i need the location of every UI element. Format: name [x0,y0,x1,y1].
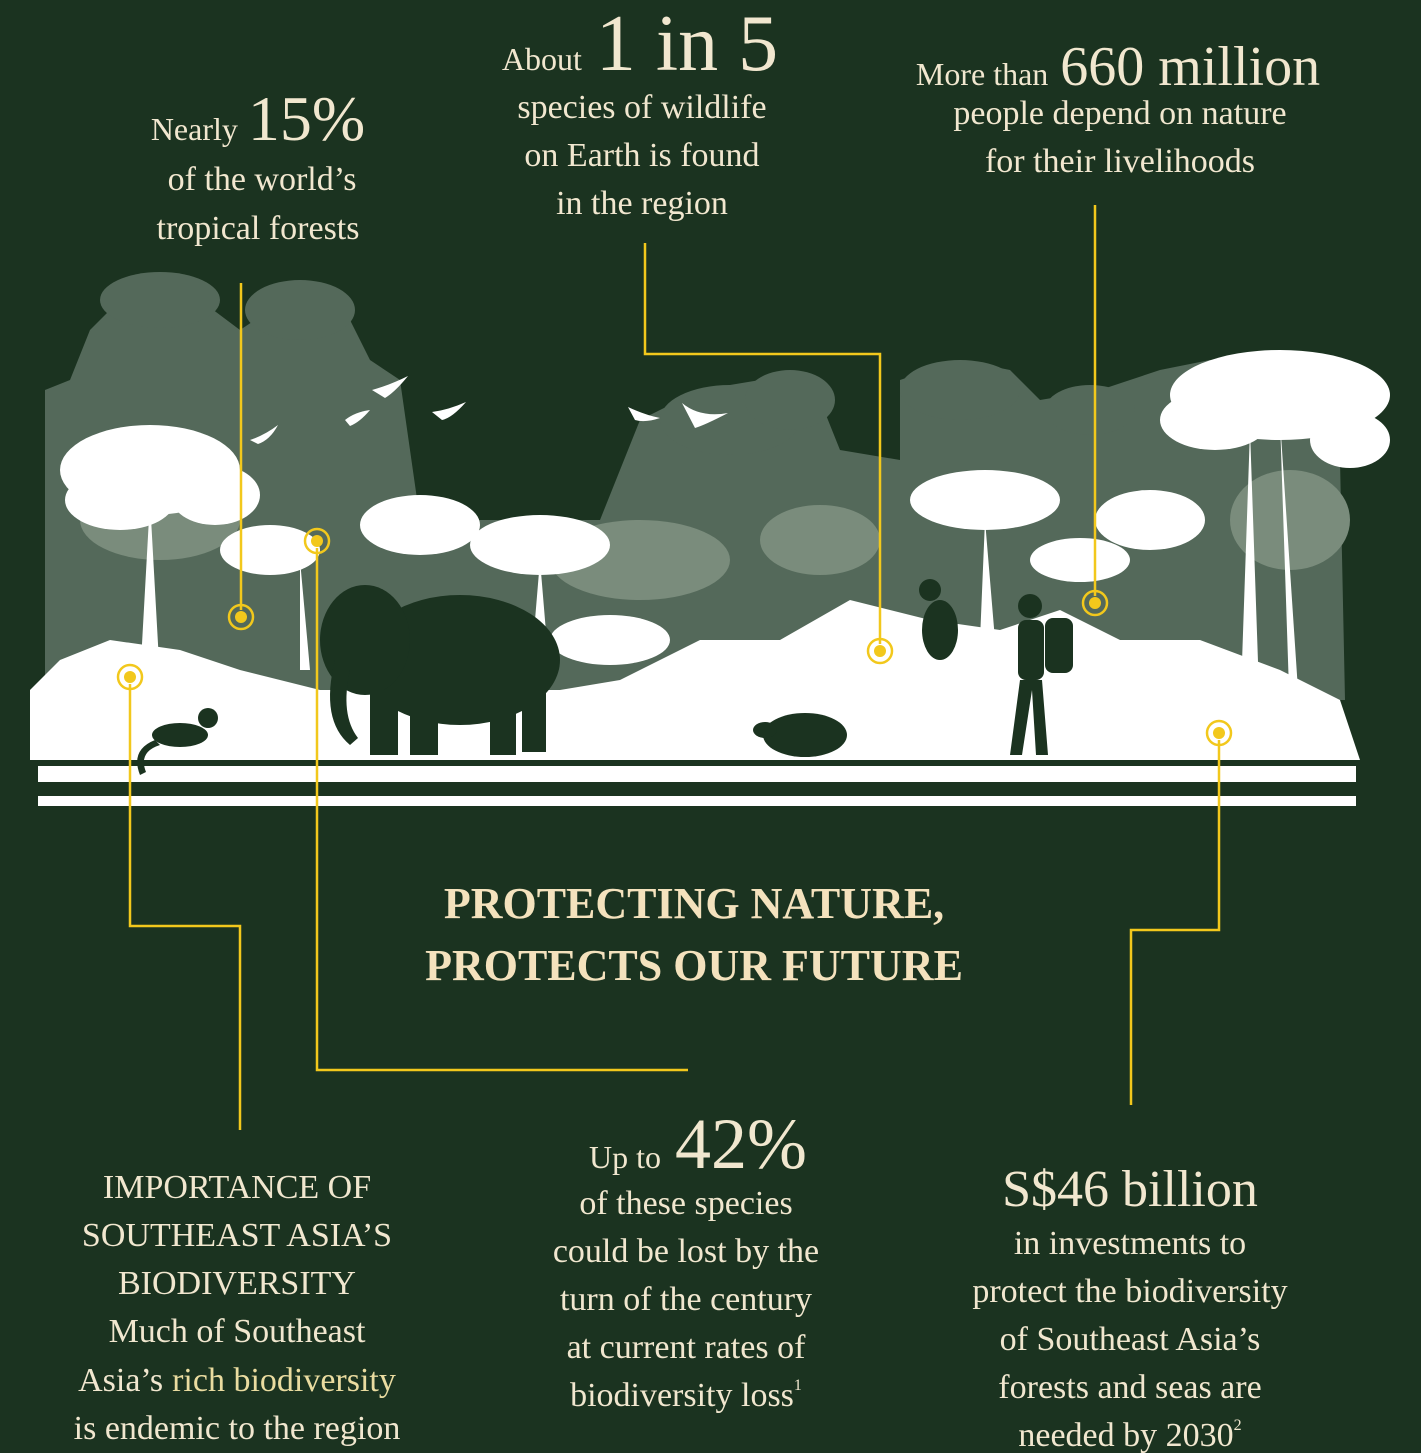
stat-highlight: S$46 billion [1002,1161,1258,1218]
stat-text: of these species [579,1185,792,1222]
stat-text: in the region [556,185,728,222]
stat-text: at current rates of [567,1329,806,1366]
stat-text: biodiversity loss1 [570,1377,802,1414]
stat-text: forests and seas are [998,1369,1261,1406]
section-title: SOUTHEAST ASIA’S [82,1217,392,1254]
headline: PROTECTS OUR FUTURE [425,941,963,990]
stat-text: protect the biodiversity [972,1273,1287,1310]
stat-highlight: 660 million [1060,36,1320,98]
ground-stripe [38,766,1356,782]
connector [128,684,242,1130]
stat-prefix: Nearly [151,111,238,147]
stat-heading: Up to 42% [589,1104,807,1184]
stat-heading: About 1 in 5 [502,0,778,88]
section-title: IMPORTANCE OF [103,1169,371,1206]
stat-text: people depend on nature [953,95,1286,132]
section-text: Much of Southeast [109,1313,366,1350]
stat-text: for their livelihoods [985,143,1255,180]
stat-highlight: 15% [248,83,365,154]
footnote: 1 [794,1377,802,1394]
markers [116,527,1233,747]
stat-text: tropical forests [157,210,360,247]
stat-prefix: About [502,41,582,77]
section-text: Asia’s rich biodiversity [78,1362,396,1399]
stat-text: turn of the century [560,1281,812,1318]
stat-text: of the world’s [168,161,357,198]
stat-text: needed by 2030 [1018,1417,1233,1453]
headline: PROTECTING NATURE, [444,879,944,928]
stat-text: on Earth is found [524,137,759,174]
stat-highlight: 42% [675,1104,807,1184]
front-trees [60,350,1390,720]
stat-heading: More than 660 million [916,36,1320,98]
stat-prefix: More than [916,56,1048,92]
section-title: BIODIVERSITY [118,1265,356,1302]
stat-text: needed by 20302 [1018,1417,1241,1453]
stat-text: species of wildlife [517,89,766,126]
stat-text: could be lost by the [553,1233,819,1270]
connector [315,548,688,1072]
stat-text: of Southeast Asia’s [1000,1321,1261,1358]
section-text: Asia’s [78,1362,163,1399]
animals [137,579,1073,775]
stat-highlight: 1 in 5 [596,0,778,88]
footnote: 2 [1234,1417,1242,1434]
ground-stripe [38,796,1356,806]
connector [1129,740,1221,1105]
stat-prefix: Up to [589,1139,661,1175]
stat-text: in investments to [1014,1225,1246,1262]
connector [643,243,882,644]
stat-text: biodiversity loss [570,1377,794,1414]
birds [250,376,728,444]
connectors [116,205,1233,1130]
stat-heading: Nearly 15% [151,83,365,154]
highlight-text: rich biodiversity [172,1362,396,1399]
section-text: is endemic to the region [74,1410,401,1447]
